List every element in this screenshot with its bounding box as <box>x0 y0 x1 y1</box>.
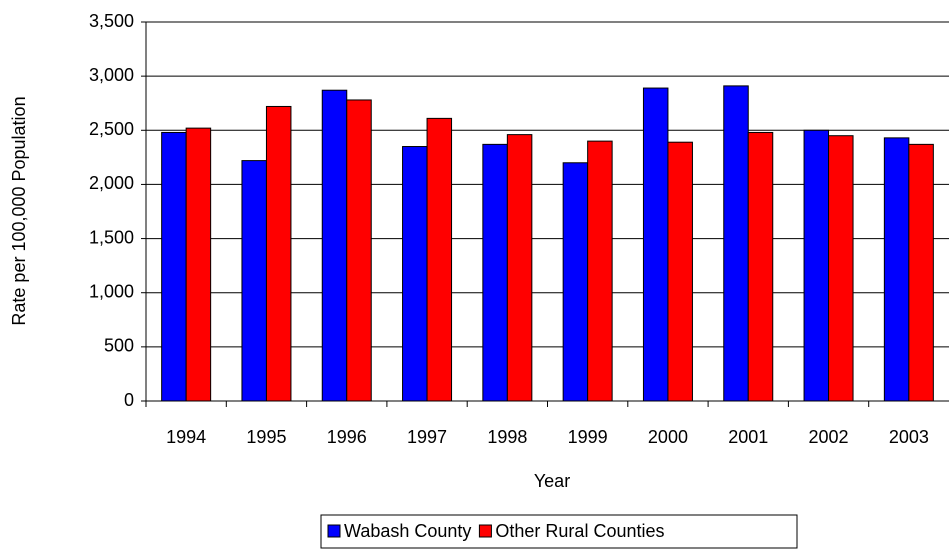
y-tick-label: 1,000 <box>89 281 134 301</box>
y-tick-label: 500 <box>104 336 134 356</box>
x-tick-label: 2003 <box>889 427 929 447</box>
legend-box <box>320 514 798 549</box>
bar <box>185 127 212 402</box>
y-axis-title: Rate per 100,000 Population <box>9 96 29 325</box>
x-tick-label: 1999 <box>568 427 608 447</box>
x-tick-label: 1994 <box>166 427 206 447</box>
bar <box>723 85 749 402</box>
bar <box>321 89 348 402</box>
bar <box>642 87 669 402</box>
x-axis-title: Year <box>534 471 570 491</box>
legend-label: Other Rural Counties <box>495 521 664 541</box>
legend-swatch <box>478 524 492 538</box>
bar <box>587 140 613 402</box>
bar <box>908 143 934 402</box>
bar <box>402 146 428 402</box>
bar <box>883 137 910 402</box>
y-tick-label: 3,000 <box>89 65 134 85</box>
bar <box>426 117 453 402</box>
x-tick-label: 1995 <box>246 427 286 447</box>
y-tick-label: 3,500 <box>89 11 134 31</box>
x-tick-label: 1996 <box>327 427 367 447</box>
bar <box>803 129 830 402</box>
y-tick-label: 0 <box>124 390 134 410</box>
x-tick-label: 2001 <box>728 427 768 447</box>
x-tick-label: 1998 <box>487 427 527 447</box>
bar <box>265 105 292 402</box>
bar <box>346 99 372 402</box>
bar <box>828 135 854 402</box>
x-tick-label: 2002 <box>809 427 849 447</box>
bar <box>747 131 774 402</box>
y-tick-label: 1,500 <box>89 227 134 247</box>
y-tick-label: 2,000 <box>89 173 134 193</box>
bar <box>506 134 533 402</box>
bar <box>562 162 589 402</box>
bar <box>161 131 187 402</box>
x-tick-label: 1997 <box>407 427 447 447</box>
bar <box>241 160 267 402</box>
legend-label: Wabash County <box>344 521 471 541</box>
legend-swatch <box>327 524 341 538</box>
y-tick-label: 2,500 <box>89 119 134 139</box>
bar <box>482 143 508 402</box>
bar <box>667 141 693 402</box>
x-tick-label: 2000 <box>648 427 688 447</box>
